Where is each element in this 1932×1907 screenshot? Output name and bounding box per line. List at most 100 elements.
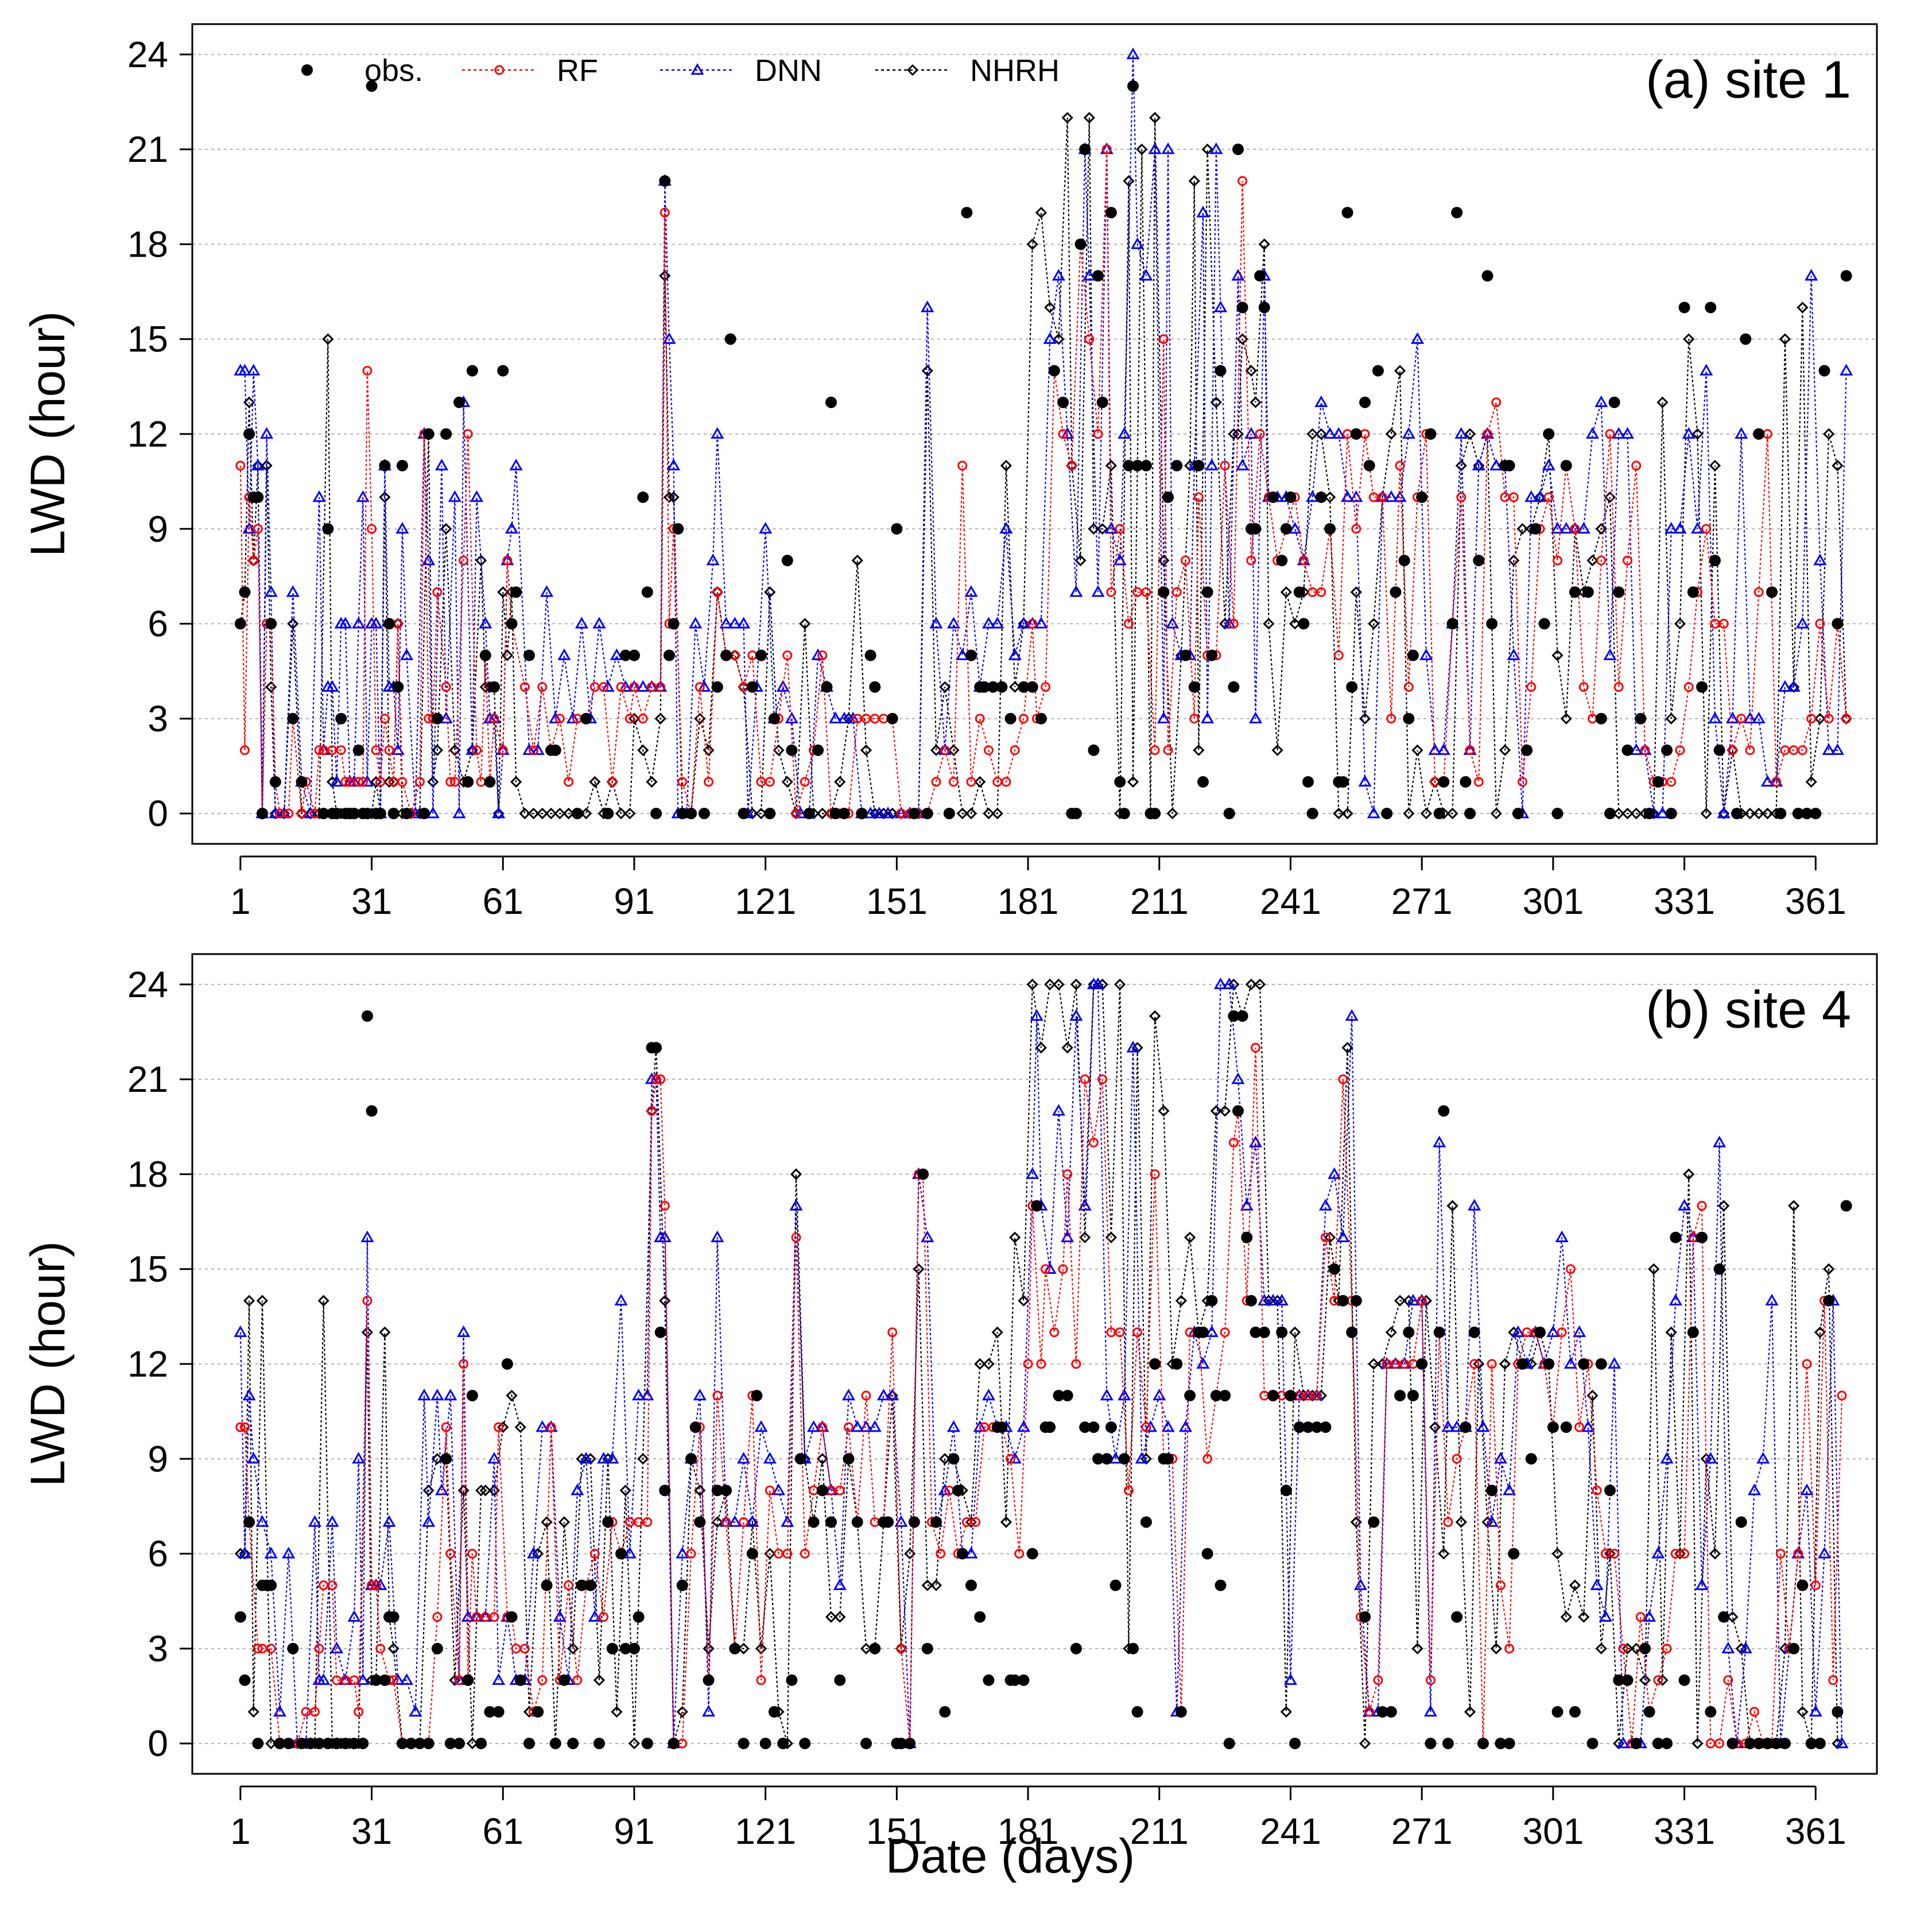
data-point-nhrh — [790, 1168, 802, 1180]
data-point-nhrh — [431, 744, 444, 757]
data-point-obs — [1184, 1390, 1196, 1402]
data-point-rf — [1395, 460, 1405, 471]
data-point-obs — [751, 1390, 763, 1402]
data-point-rf — [397, 777, 408, 787]
data-point-obs — [1433, 808, 1445, 820]
data-point-nhrh — [1271, 744, 1283, 757]
data-point-dnn — [1616, 1737, 1630, 1749]
data-point-rf — [1618, 1644, 1628, 1654]
data-point-nhrh — [956, 807, 968, 820]
data-point-dnn — [360, 1230, 374, 1242]
data-point-rf — [1592, 1485, 1602, 1495]
data-point-dnn — [1205, 1325, 1219, 1338]
data-point-dnn — [806, 1420, 821, 1432]
data-point-dnn — [1008, 1452, 1022, 1464]
data-point-obs — [1832, 618, 1844, 630]
data-point-obs — [1775, 808, 1787, 820]
data-point-dnn — [789, 1199, 803, 1211]
data-point-obs — [668, 1738, 680, 1750]
data-point-obs — [1687, 586, 1699, 598]
data-point-rf — [1640, 745, 1650, 755]
data-point-nhrh — [1280, 586, 1292, 598]
data-point-nhrh — [1744, 807, 1756, 820]
data-point-rf — [375, 777, 386, 787]
data-point-obs — [1324, 523, 1336, 535]
data-point-obs — [1315, 491, 1327, 503]
data-point-obs — [628, 1642, 640, 1654]
x-tick-label: 121 — [735, 1811, 796, 1852]
data-point-dnn — [1673, 522, 1687, 534]
data-point-nhrh — [1053, 978, 1065, 991]
data-point-nhrh — [1446, 807, 1458, 820]
data-point-obs — [1398, 555, 1410, 567]
data-point-rf — [314, 745, 324, 755]
data-point-dnn — [1314, 395, 1328, 408]
data-point-rf — [712, 1390, 723, 1401]
data-point-nhrh — [506, 1389, 518, 1402]
data-point-nhrh — [939, 1453, 951, 1465]
data-point-rf — [861, 1390, 871, 1401]
data-point-dnn — [1353, 1578, 1368, 1590]
data-point-obs — [921, 1642, 933, 1654]
data-point-rf — [1806, 714, 1817, 724]
data-point-rf — [1574, 1422, 1585, 1432]
data-point-obs — [1516, 1358, 1528, 1370]
data-point-obs — [1460, 776, 1472, 788]
y-tick-label: 3 — [148, 698, 168, 739]
data-point-obs — [396, 1738, 408, 1750]
data-point-dnn — [444, 1389, 457, 1401]
data-point-obs — [659, 1484, 671, 1497]
data-point-rf — [1084, 334, 1095, 344]
data-point-obs — [891, 523, 903, 535]
legend-marker-obs — [301, 64, 313, 76]
data-point-dnn — [921, 300, 934, 312]
data-point-dnn — [1550, 522, 1565, 534]
data-point-nhrh — [1762, 807, 1774, 820]
data-point-obs — [1140, 460, 1152, 472]
data-point-dnn — [1323, 427, 1337, 439]
data-point-dnn — [1454, 427, 1468, 439]
data-point-nhrh — [637, 744, 649, 757]
data-point-obs — [1044, 1421, 1056, 1433]
data-point-obs — [668, 618, 680, 630]
data-point-rf — [1132, 1327, 1143, 1338]
data-point-dnn — [430, 1389, 444, 1401]
data-point-nhrh — [1245, 365, 1257, 377]
data-point-obs — [1438, 776, 1450, 788]
data-point-nhrh — [1254, 978, 1266, 991]
data-point-dnn — [242, 1389, 256, 1401]
data-point-obs — [1810, 808, 1822, 820]
data-point-dnn — [1223, 977, 1236, 990]
data-point-nhrh — [247, 1706, 259, 1718]
data-point-nhrh — [1245, 978, 1257, 991]
data-point-obs — [952, 1484, 964, 1497]
data-point-rf — [1101, 144, 1112, 154]
data-point-rf — [1675, 745, 1685, 755]
data-point-dnn — [308, 1515, 322, 1527]
data-point-rf — [1543, 492, 1554, 502]
data-point-obs — [663, 649, 675, 661]
data-point-rf — [519, 682, 530, 692]
data-point-dnn — [1433, 1135, 1446, 1148]
data-point-obs — [1416, 491, 1428, 503]
data-point-dnn — [606, 1452, 619, 1464]
y-tick-label: 15 — [127, 319, 168, 360]
data-point-obs — [1643, 808, 1655, 820]
data-point-nhrh — [1232, 428, 1244, 440]
legend: obs. RF DNN NHRH — [301, 53, 1060, 88]
data-point-obs — [821, 681, 833, 693]
data-point-obs — [1582, 586, 1594, 598]
data-point-obs — [265, 1579, 277, 1591]
data-point-nhrh — [1656, 1674, 1669, 1687]
x-tick-label: 211 — [1130, 1811, 1189, 1852]
data-point-rf — [1473, 777, 1484, 787]
data-point-nhrh — [1569, 1579, 1581, 1591]
data-point-rf — [375, 1644, 386, 1654]
data-point-dnn — [689, 617, 703, 629]
y-tick-label: 9 — [148, 1438, 168, 1479]
x-tick-label: 211 — [1130, 881, 1189, 922]
data-point-rf — [1469, 1359, 1480, 1369]
data-point-dnn — [579, 1452, 593, 1464]
data-point-nhrh — [1464, 428, 1476, 440]
data-point-dnn — [457, 1325, 471, 1338]
